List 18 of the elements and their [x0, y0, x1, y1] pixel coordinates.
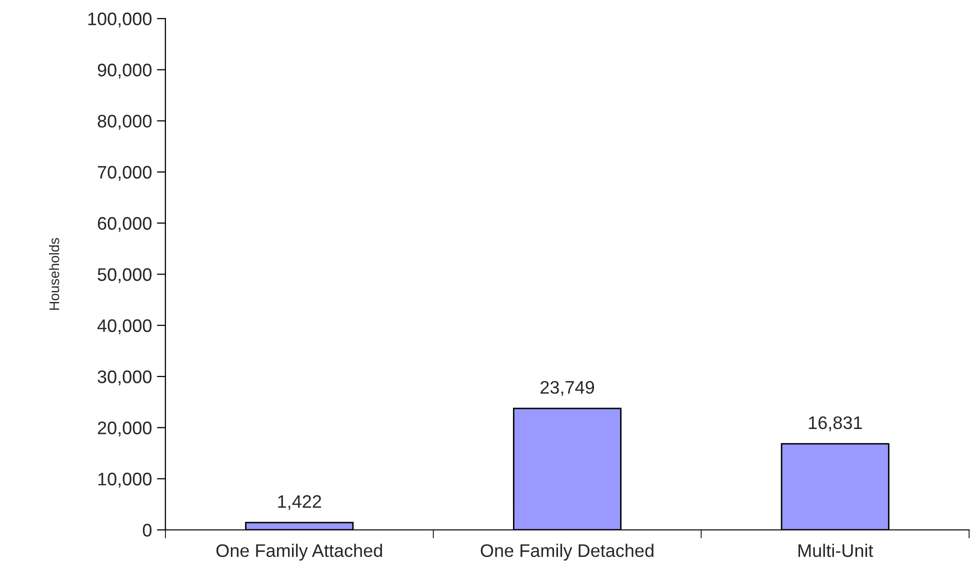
y-tick-label: 80,000 — [98, 114, 152, 130]
data-label: 1,422 — [278, 495, 322, 510]
y-tick-label: 20,000 — [98, 422, 152, 436]
y-tick-label: 0 — [142, 524, 152, 537]
y-tick-label: 90,000 — [98, 64, 152, 79]
y-axis-title: Households — [49, 238, 60, 310]
y-tick-label: 70,000 — [98, 166, 152, 181]
y-tick-label: 100,000 — [88, 12, 152, 28]
y-tick-label: 10,000 — [98, 472, 152, 488]
x-tick-label: One Family Attached — [216, 544, 382, 561]
x-tick-label: Multi-Unit — [798, 544, 874, 558]
y-tick-label: 30,000 — [98, 370, 152, 386]
y-tick-label: 50,000 — [98, 268, 152, 284]
data-label: 23,749 — [540, 380, 594, 396]
y-tick-label: 40,000 — [97, 319, 152, 334]
data-label: 16,831 — [808, 416, 862, 432]
x-tick-label: One Family Detached — [480, 544, 654, 561]
y-tick-label: 60,000 — [98, 217, 152, 232]
